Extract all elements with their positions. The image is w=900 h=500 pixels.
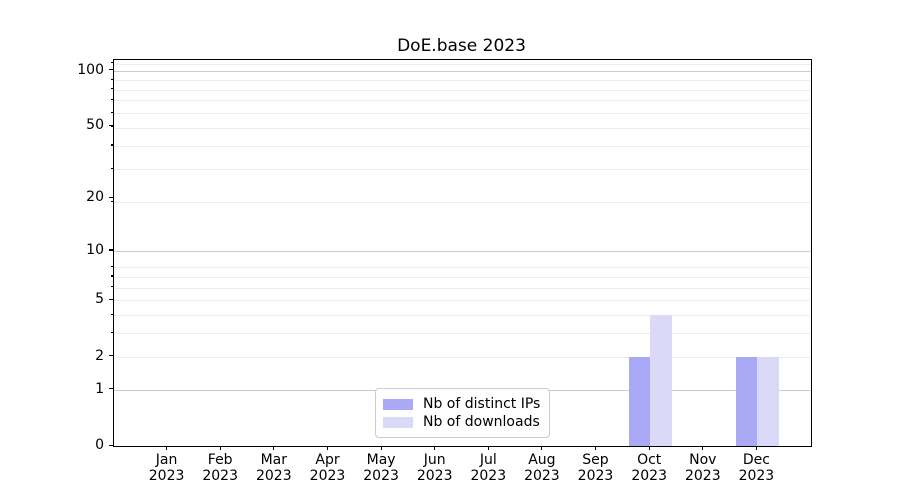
y-minor-tick-mark [110, 265, 113, 267]
y-tick-label: 5 [95, 291, 104, 308]
x-tick-label-feb: Feb 2023 [202, 452, 238, 484]
x-tick-mark [166, 446, 168, 450]
x-tick-label-apr: Apr 2023 [309, 452, 346, 484]
y-tick-mark [109, 69, 113, 71]
minor-gridline [114, 300, 811, 302]
minor-gridline [114, 113, 811, 114]
y-minor-tick-mark [110, 126, 113, 128]
x-tick-label-aug: Aug 2023 [524, 452, 560, 484]
minor-gridline [114, 202, 811, 204]
x-tick-label-jun: Jun 2023 [416, 452, 453, 484]
x-tick-mark [755, 446, 757, 450]
minor-gridline [114, 276, 811, 278]
minor-gridline [114, 100, 811, 102]
y-minor-tick-mark [110, 78, 113, 80]
y-minor-tick-mark [110, 331, 113, 333]
chart-title: DoE.base 2023 [397, 36, 526, 56]
bar-dec-downloads [757, 356, 779, 446]
x-tick-mark [326, 446, 329, 450]
bar-oct-downloads [650, 315, 672, 446]
minor-gridline [114, 315, 811, 317]
legend-swatch-distinct-ips [383, 398, 413, 410]
x-tick-label-jan: Jan 2023 [148, 452, 185, 484]
y-tick-mark [109, 124, 113, 126]
minor-gridline [114, 80, 811, 81]
minor-gridline [114, 169, 811, 171]
y-tick-mark [109, 196, 113, 198]
x-tick-mark [594, 446, 597, 450]
minor-gridline [114, 333, 811, 335]
legend-box: Nb of distinct IPs Nb of downloads [375, 388, 551, 438]
y-tick-label: 2 [95, 347, 104, 364]
minor-gridline [114, 356, 811, 358]
minor-gridline [114, 127, 811, 129]
legend-row-distinct-ips: Nb of distinct IPs [383, 395, 540, 413]
minor-gridline [114, 287, 811, 289]
y-tick-label: 50 [86, 117, 104, 134]
y-tick-label: 0 [95, 437, 104, 453]
y-tick-label: 1 [95, 380, 104, 397]
x-tick-mark [541, 446, 543, 450]
y-minor-tick-mark [110, 313, 113, 315]
x-tick-label-jul: Jul 2023 [470, 452, 507, 484]
legend-label-distinct-ips: Nb of distinct IPs [423, 396, 541, 412]
legend-row-downloads: Nb of downloads [383, 413, 540, 431]
y-minor-tick-mark [110, 200, 113, 202]
y-tick-label: 20 [86, 189, 104, 206]
y-minor-tick-mark [110, 98, 113, 101]
x-tick-label-mar: Mar 2023 [255, 452, 292, 484]
legend-swatch-downloads [383, 416, 413, 428]
y-minor-tick-mark [110, 144, 113, 146]
x-tick-label-dec: Dec 2023 [738, 452, 775, 484]
y-minor-tick-mark [110, 298, 113, 300]
x-tick-label-sep: Sep 2023 [577, 452, 614, 484]
x-tick-label-nov: Nov 2023 [684, 452, 721, 484]
y-tick-mark [109, 388, 113, 390]
y-minor-tick-mark [110, 275, 113, 277]
y-tick-label: 10 [86, 241, 104, 258]
y-minor-tick-mark [110, 111, 113, 113]
x-tick-mark [702, 446, 704, 450]
minor-gridline [114, 63, 811, 65]
bar-oct-distinct-ips [628, 356, 651, 446]
plot-area [113, 59, 812, 447]
x-tick-mark [434, 446, 436, 450]
x-tick-mark [380, 446, 382, 450]
legend-label-downloads: Nb of downloads [423, 414, 540, 430]
x-tick-label-oct: Oct 2023 [631, 452, 667, 484]
bar-dec-distinct-ips [735, 356, 758, 446]
x-tick-mark [648, 446, 650, 450]
y-minor-tick-mark [110, 286, 113, 288]
y-minor-tick-mark [110, 88, 113, 90]
y-tick-mark [109, 444, 113, 446]
y-tick-label: 100 [77, 61, 104, 78]
major-gridline [114, 250, 811, 252]
x-tick-label-may: May 2023 [363, 452, 399, 484]
major-gridline [114, 70, 811, 72]
y-minor-tick-mark [110, 355, 113, 357]
x-tick-mark [487, 446, 489, 450]
minor-gridline [114, 145, 811, 147]
x-tick-mark [273, 446, 275, 450]
minor-gridline [114, 267, 811, 269]
minor-gridline [114, 89, 811, 91]
x-tick-mark [219, 446, 221, 450]
y-tick-mark [109, 249, 113, 251]
y-minor-tick-mark [110, 62, 113, 64]
y-minor-tick-mark [110, 167, 113, 169]
